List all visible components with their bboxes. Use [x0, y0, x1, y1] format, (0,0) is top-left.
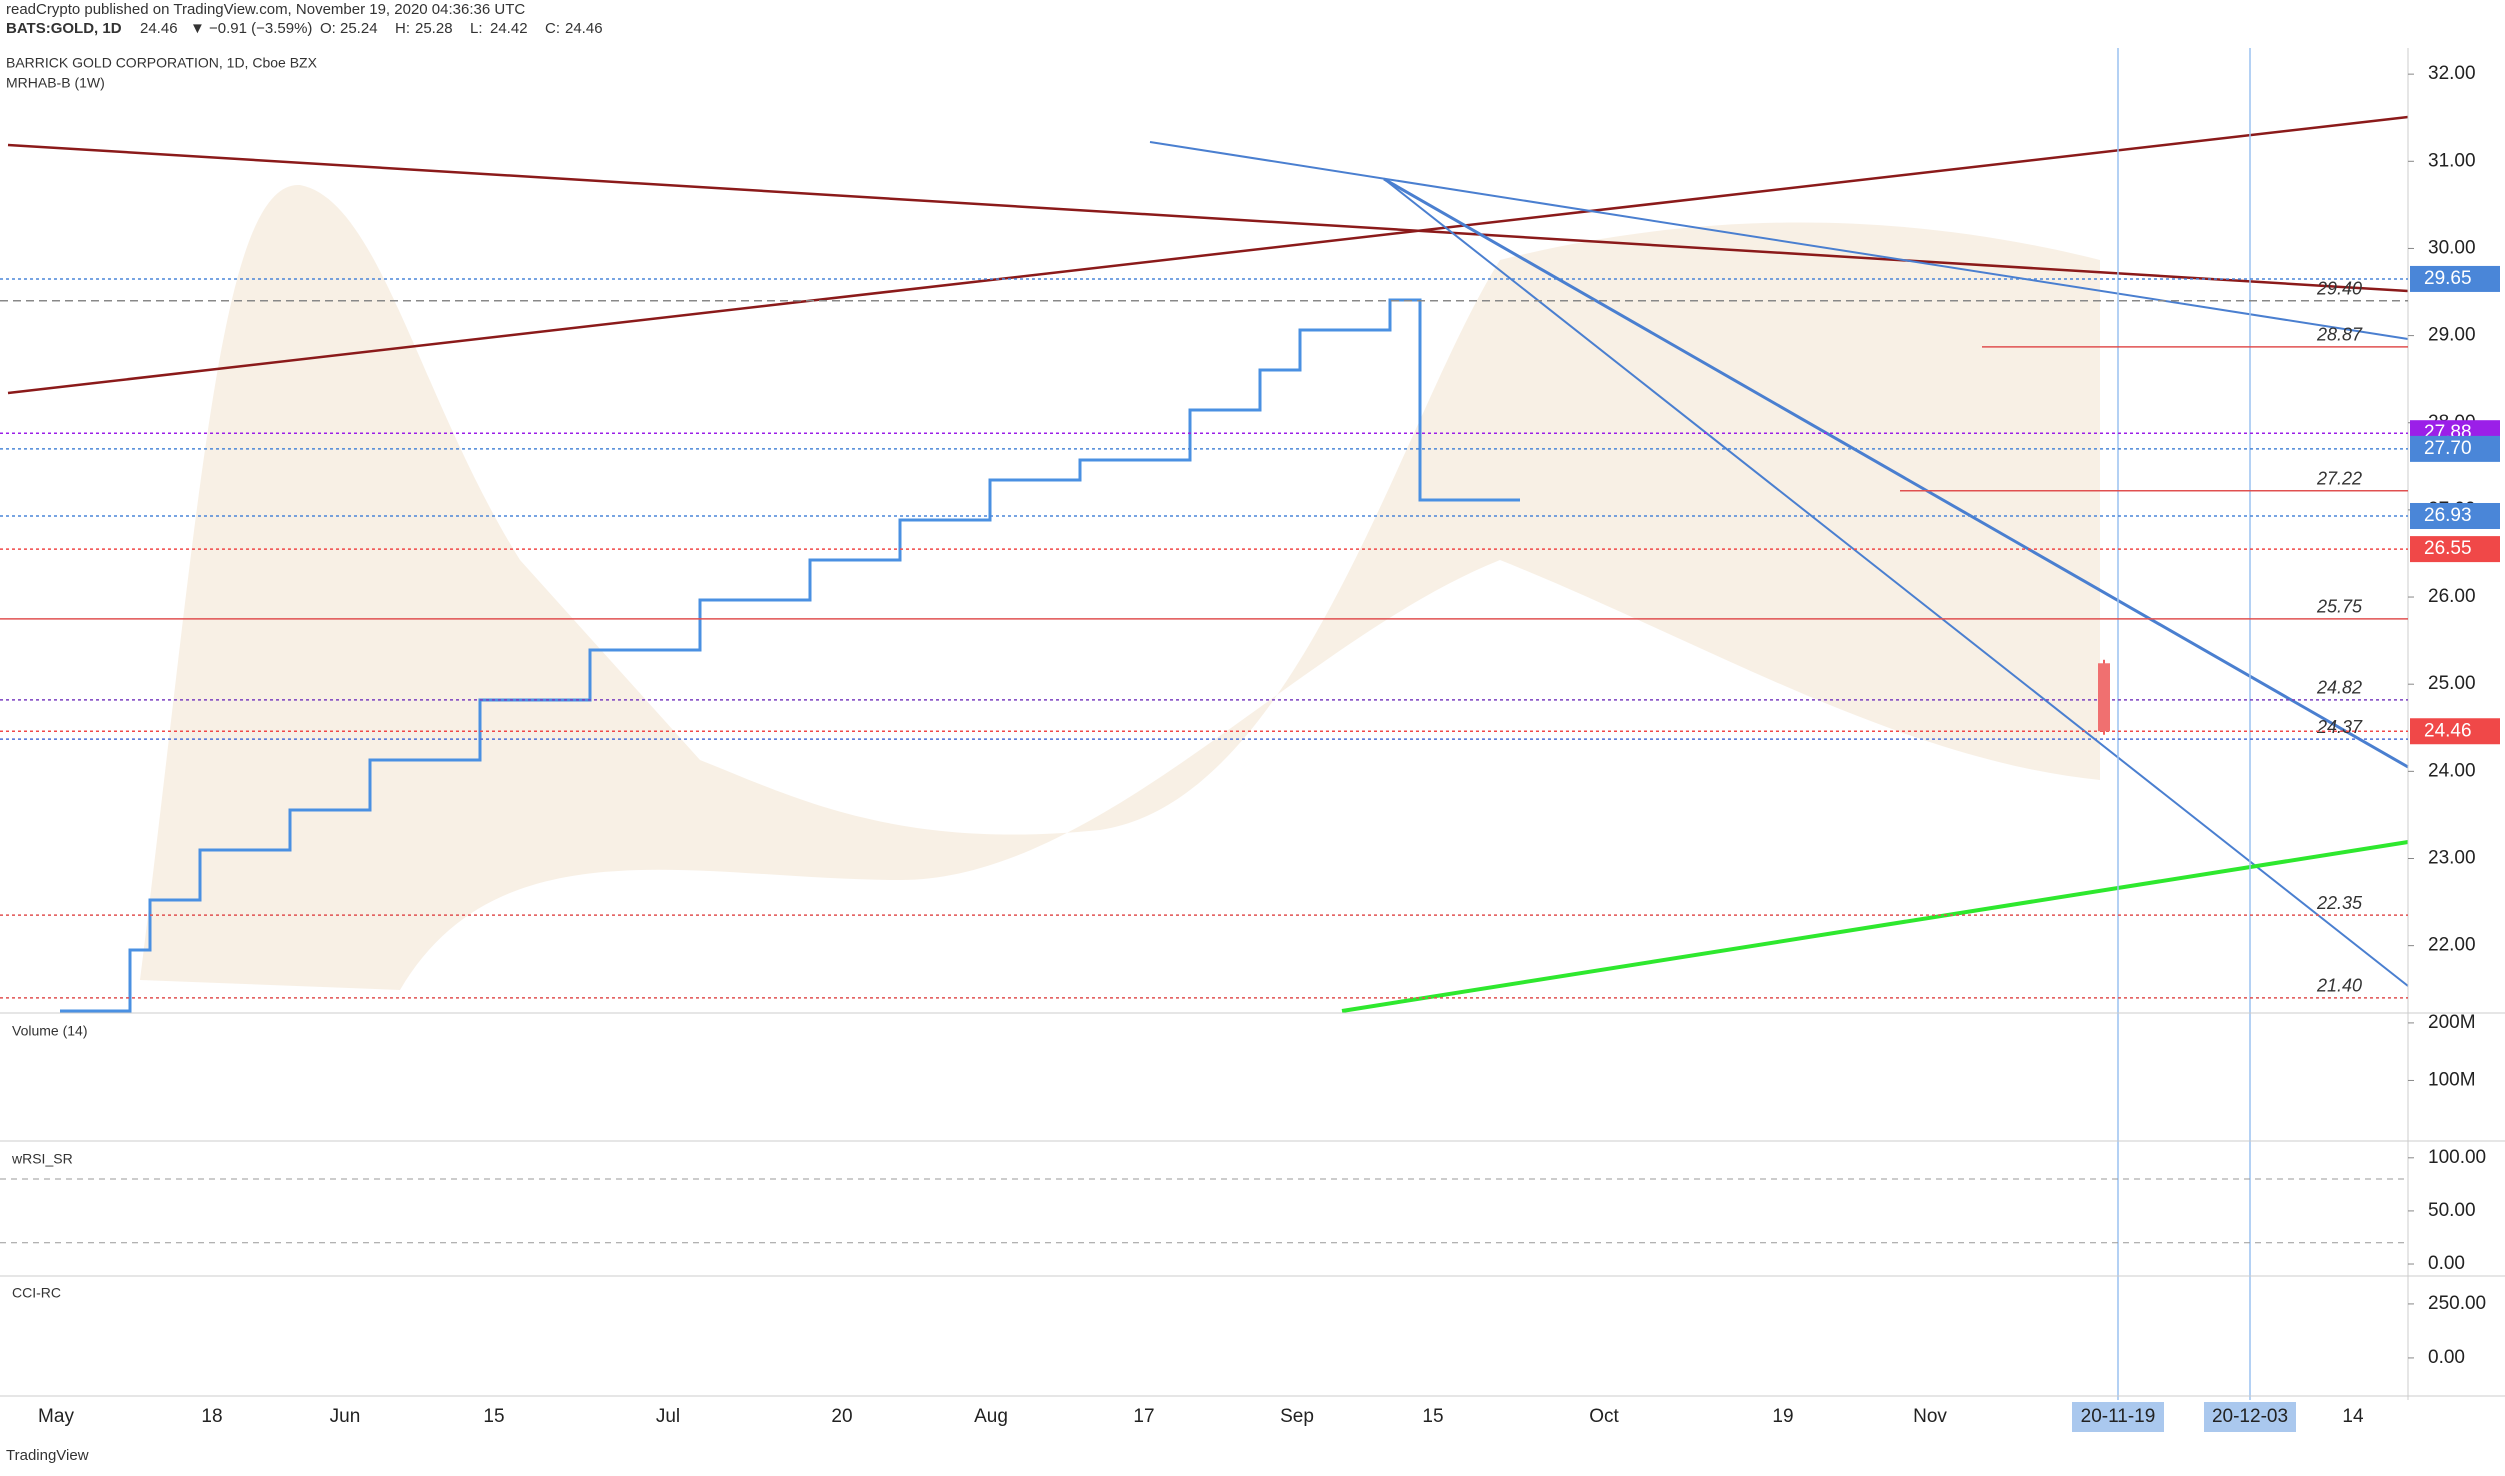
y-tick-label: 25.00 — [2428, 673, 2476, 694]
ohlc-label: L: — [470, 20, 483, 37]
decor — [0, 48, 2505, 1400]
level-label: 28.87 — [2316, 325, 2363, 345]
y-tick-label: 100M — [2428, 1069, 2476, 1090]
x-tick-label: 15 — [483, 1406, 504, 1427]
x-tick-label: Nov — [1913, 1406, 1947, 1427]
y-tick-label: 24.00 — [2428, 760, 2476, 781]
level-label: 25.75 — [2316, 597, 2363, 617]
date-box — [2204, 1402, 2296, 1432]
x-tick-label: 14 — [2342, 1406, 2364, 1427]
change: ▼ −0.91 (−3.59%) — [190, 20, 312, 37]
y-tick-label: 0.00 — [2428, 1253, 2465, 1274]
trend-line — [7, 115, 2409, 395]
y-tick-label: 26.00 — [2428, 586, 2476, 607]
price-box-label: 24.46 — [2424, 720, 2472, 741]
x-tick-label: 17 — [1133, 1406, 1154, 1427]
y-tick-label: 29.00 — [2428, 325, 2476, 346]
ohlc-label: C: — [545, 20, 560, 37]
date-label: 20-11-19 — [2081, 1406, 2156, 1427]
symbol: BATS:GOLD, 1D — [6, 20, 122, 37]
level-label: 29.40 — [2316, 278, 2362, 298]
y-tick-label: 0.00 — [2428, 1347, 2465, 1368]
y-tick-label: 50.00 — [2428, 1200, 2476, 1221]
panel-title: CCI-RC — [12, 1285, 61, 1301]
price-box — [2410, 502, 2500, 529]
date-box — [2072, 1402, 2164, 1432]
x-tick-label: May — [38, 1406, 74, 1427]
x-tick-label: Oct — [1589, 1406, 1619, 1427]
x-tick-label: Aug — [974, 1406, 1008, 1427]
panel-title: Volume (14) — [12, 1023, 87, 1039]
last-price: 24.46 — [140, 20, 178, 37]
step-line — [60, 298, 1520, 1013]
y-tick-label: 32.00 — [2428, 63, 2476, 84]
ohlc-label: H: — [395, 20, 410, 37]
y-tick-label: 100.00 — [2428, 1147, 2486, 1168]
x-tick-label: Jun — [330, 1406, 361, 1427]
ohlc-value: 24.42 — [490, 20, 528, 37]
band — [140, 184, 2100, 990]
level-label: 27.22 — [2316, 468, 2362, 488]
y-tick-label: 23.00 — [2428, 848, 2476, 869]
ohlc-value: 25.24 — [340, 20, 378, 37]
chart-subtitle: MRHAB-B (1W) — [6, 75, 105, 91]
price-box-label: 27.70 — [2424, 438, 2472, 459]
price-box-label: 26.55 — [2424, 538, 2472, 559]
trend-line — [1149, 141, 2409, 340]
level-label: 24.37 — [2316, 717, 2363, 737]
trend-line — [7, 143, 2409, 293]
x-tick-label: Sep — [1280, 1406, 1314, 1427]
x-tick-label: 19 — [1772, 1406, 1793, 1427]
y-tick-label: 22.00 — [2428, 935, 2476, 956]
x-tick-label: Jul — [656, 1406, 680, 1427]
price-box-label: 29.65 — [2424, 268, 2472, 289]
level-label: 24.82 — [2316, 678, 2362, 698]
ohlc-label: O: — [320, 20, 336, 37]
price-box — [2410, 718, 2500, 745]
trend-line — [1341, 840, 2409, 1013]
y-tick-label: 250.00 — [2428, 1293, 2486, 1314]
y-tick-label: 31.00 — [2428, 150, 2476, 171]
y-tick-label: 30.00 — [2428, 237, 2476, 258]
chart-title: BARRICK GOLD CORPORATION, 1D, Cboe BZX — [6, 55, 318, 71]
x-tick-label: 18 — [201, 1406, 222, 1427]
price-box — [2410, 265, 2500, 292]
date-label: 20-12-03 — [2212, 1406, 2288, 1427]
x-tick-label: 20 — [831, 1406, 852, 1427]
price-box — [2410, 536, 2500, 563]
x-tick-label: 15 — [1422, 1406, 1443, 1427]
publisher: readCrypto published on TradingView.com,… — [6, 1, 525, 18]
y-tick-label: 200M — [2428, 1012, 2476, 1033]
panel-title: wRSI_SR — [11, 1151, 73, 1167]
footer: TradingView — [6, 1447, 89, 1464]
candle-body — [2098, 663, 2110, 732]
level-label: 21.40 — [2316, 976, 2362, 996]
price-box — [2410, 435, 2500, 462]
price-box-label: 26.93 — [2424, 505, 2472, 526]
ohlc-value: 25.28 — [415, 20, 453, 37]
ohlc-value: 24.46 — [565, 20, 603, 37]
trend-line — [1383, 178, 2409, 987]
trend-line — [1383, 177, 2409, 769]
level-label: 22.35 — [2316, 893, 2363, 913]
